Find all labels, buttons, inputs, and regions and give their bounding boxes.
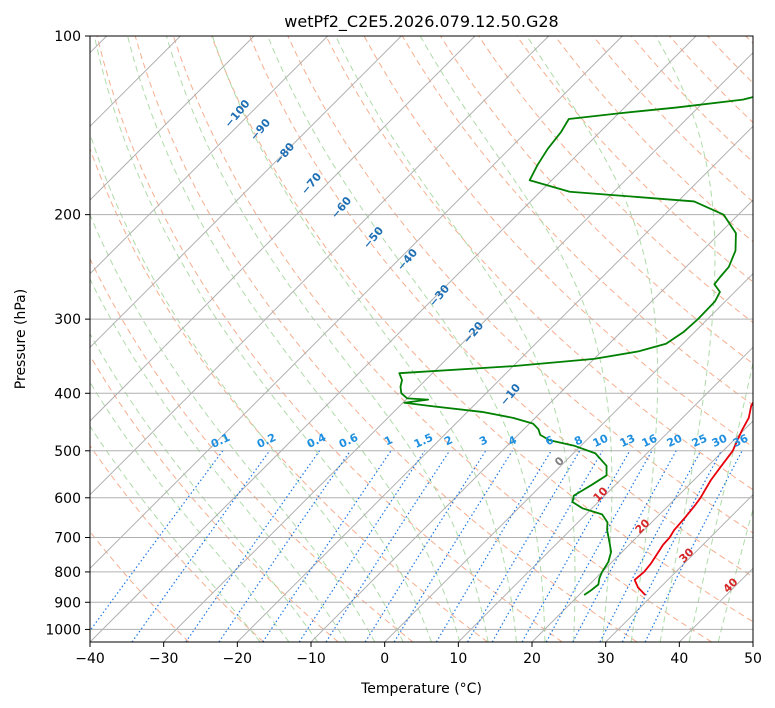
plot-background	[90, 36, 753, 642]
y-axis: 100 200 300 400 500 600 700 800 900 1000	[45, 29, 90, 638]
mixing-ratio-label: 30	[710, 432, 730, 450]
moist-adiabat-line	[655, 36, 716, 642]
isotherm-line	[90, 36, 623, 570]
dry-adiabat-line	[96, 36, 563, 642]
dry-adiabat-line	[90, 257, 414, 642]
x-tick-label: −30	[149, 651, 179, 667]
mixing-ratio-label: 25	[690, 432, 709, 450]
mixing-ratio-line	[435, 450, 552, 642]
moist-adiabat-line	[90, 425, 261, 642]
mixing-ratio-line	[185, 450, 321, 642]
dry-adiabat-line	[325, 36, 753, 491]
mixing-ratio-label: 36	[731, 432, 751, 450]
dry-adiabat-line	[287, 36, 753, 534]
moist-adiabat-line	[419, 36, 613, 642]
y-tick-label: 100	[54, 29, 81, 45]
temperature-profile-line	[633, 401, 753, 596]
moist-adiabat-line	[717, 507, 753, 642]
moist-adiabat-line	[90, 332, 319, 642]
x-axis: −40 −30 −20 −10 0 10 20 30 40 50	[75, 642, 762, 667]
dry-adiabat-line	[90, 444, 264, 642]
moist-adiabat-line	[90, 132, 404, 642]
x-tick-label: 40	[670, 651, 688, 667]
mixing-ratio-line	[131, 450, 271, 642]
dry-adiabat-line	[172, 36, 712, 642]
x-tick-label: 30	[597, 651, 615, 667]
moist-adiabat-line	[90, 278, 347, 642]
mixing-ratio-line	[90, 450, 224, 632]
moist-adiabat-line	[90, 381, 290, 642]
moist-adiabat-line	[165, 36, 489, 642]
mixing-ratio-line	[521, 450, 631, 642]
isotherm-line	[90, 36, 697, 642]
isotherm-line	[90, 36, 476, 422]
y-tick-label: 800	[54, 565, 81, 581]
mixing-ratio-line	[644, 450, 743, 642]
moist-adiabat-line	[211, 36, 517, 642]
isotherm-line	[384, 272, 753, 642]
y-tick-label: 300	[54, 312, 81, 328]
x-tick-label: 10	[449, 651, 467, 667]
x-tick-label: −20	[223, 651, 253, 667]
x-axis-label: Temperature (°C)	[360, 681, 482, 697]
dry-adiabat-line	[90, 354, 339, 642]
y-tick-label: 200	[54, 208, 81, 224]
mixing-ratio-label: 20	[665, 432, 685, 450]
background-lines	[90, 36, 753, 642]
moist-adiabat-line	[90, 213, 376, 642]
isotherm-line	[90, 36, 402, 349]
mixing-ratio-label: 13	[618, 432, 637, 450]
y-tick-label: 500	[54, 444, 81, 460]
mixing-ratio-line	[364, 450, 487, 642]
plot-frame	[89, 35, 754, 643]
mixing-ratio-label: 16	[640, 432, 660, 450]
mixing-ratio-line	[325, 450, 451, 642]
mixing-ratio-line	[545, 450, 653, 642]
moist-adiabat-line	[526, 36, 659, 642]
mixing-ratio-line	[218, 450, 351, 642]
isotherm-line	[90, 36, 329, 275]
y-axis-label: Pressure (hPa)	[13, 289, 29, 389]
y-tick-label: 600	[54, 491, 81, 507]
moist-adiabat-line	[267, 36, 546, 642]
mixing-ratio-line	[572, 450, 677, 642]
isotherm-line	[605, 493, 753, 642]
x-tick-label: −10	[296, 651, 326, 667]
mixing-ratio-line	[599, 450, 702, 642]
moist-adiabat-line	[335, 36, 576, 642]
isotherm-line	[457, 346, 753, 642]
dry-adiabat-line	[249, 36, 753, 578]
isotherm-line	[531, 420, 753, 642]
moist-adiabat-line	[127, 36, 461, 642]
moist-adiabat-line	[93, 36, 432, 642]
mixing-ratio-label: 10	[591, 432, 611, 450]
isotherm-line	[90, 36, 550, 496]
x-tick-label: 20	[523, 651, 541, 667]
isotherm-line	[90, 36, 255, 201]
isotherm-line	[163, 51, 753, 642]
x-tick-label: 50	[744, 651, 762, 667]
y-tick-label: 1000	[45, 622, 81, 638]
moist-adiabat-line	[688, 360, 753, 642]
mixing-ratio-line	[298, 450, 426, 642]
x-tick-label: −40	[75, 651, 105, 667]
chart-title: wetPf2_C2E5.2026.079.12.50.G28	[284, 12, 558, 32]
sounding-series	[398, 96, 753, 596]
isotherm-line	[236, 125, 753, 642]
y-tick-label: 700	[54, 531, 81, 547]
dry-adiabat-line	[211, 36, 753, 623]
y-tick-label: 400	[54, 386, 81, 402]
isotherm-line	[310, 199, 753, 642]
x-tick-label: 0	[380, 651, 389, 667]
dewpoint-profile-line	[398, 96, 753, 596]
mixing-ratio-line	[262, 450, 392, 642]
dry-adiabat-line	[516, 36, 753, 283]
y-tick-label: 900	[54, 595, 81, 611]
